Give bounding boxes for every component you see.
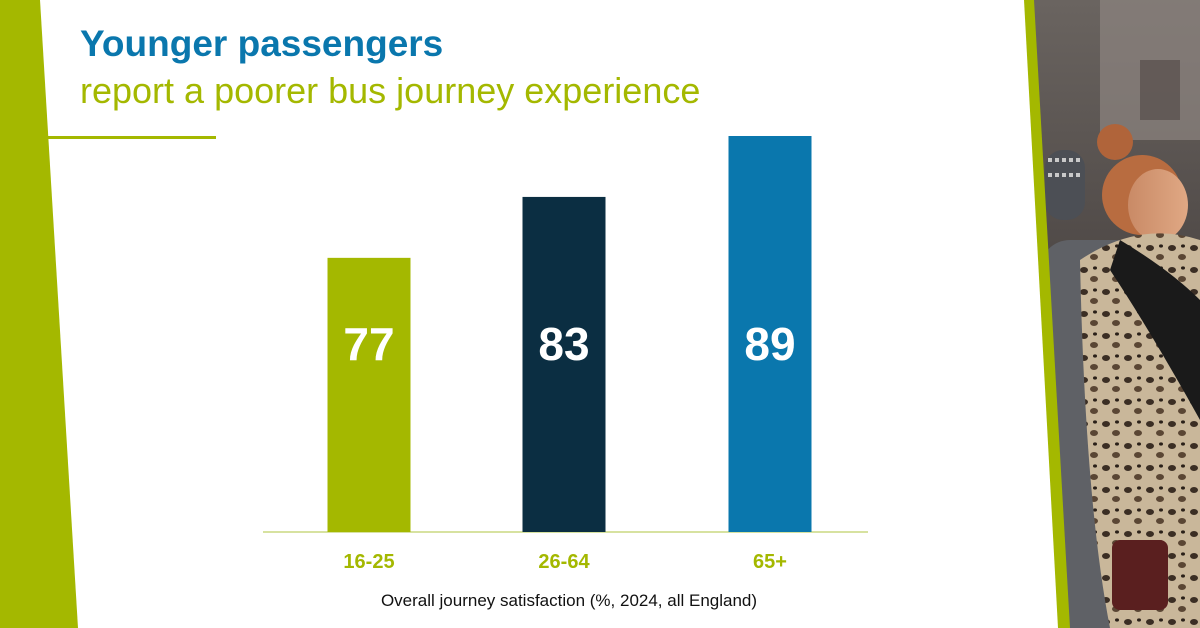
value-label-16-25: 77 xyxy=(343,318,394,370)
category-label-26-64: 26-64 xyxy=(538,551,590,573)
chart-caption: Overall journey satisfaction (%, 2024, a… xyxy=(381,591,757,610)
bar-16-25 xyxy=(327,257,411,532)
chart-title: Younger passengers xyxy=(80,23,444,64)
bar-26-64 xyxy=(522,196,606,532)
chart-subtitle: report a poorer bus journey experience xyxy=(80,70,701,111)
value-label-26-64: 83 xyxy=(538,318,589,370)
category-label-65-plus: 65+ xyxy=(753,551,787,573)
left-accent-band xyxy=(0,0,78,628)
category-label-16-25: 16-25 xyxy=(343,551,394,573)
bar-65-plus xyxy=(728,136,812,532)
title-underline xyxy=(48,136,216,139)
right-accent-band xyxy=(1024,0,1070,628)
value-label-65-plus: 89 xyxy=(744,318,795,370)
